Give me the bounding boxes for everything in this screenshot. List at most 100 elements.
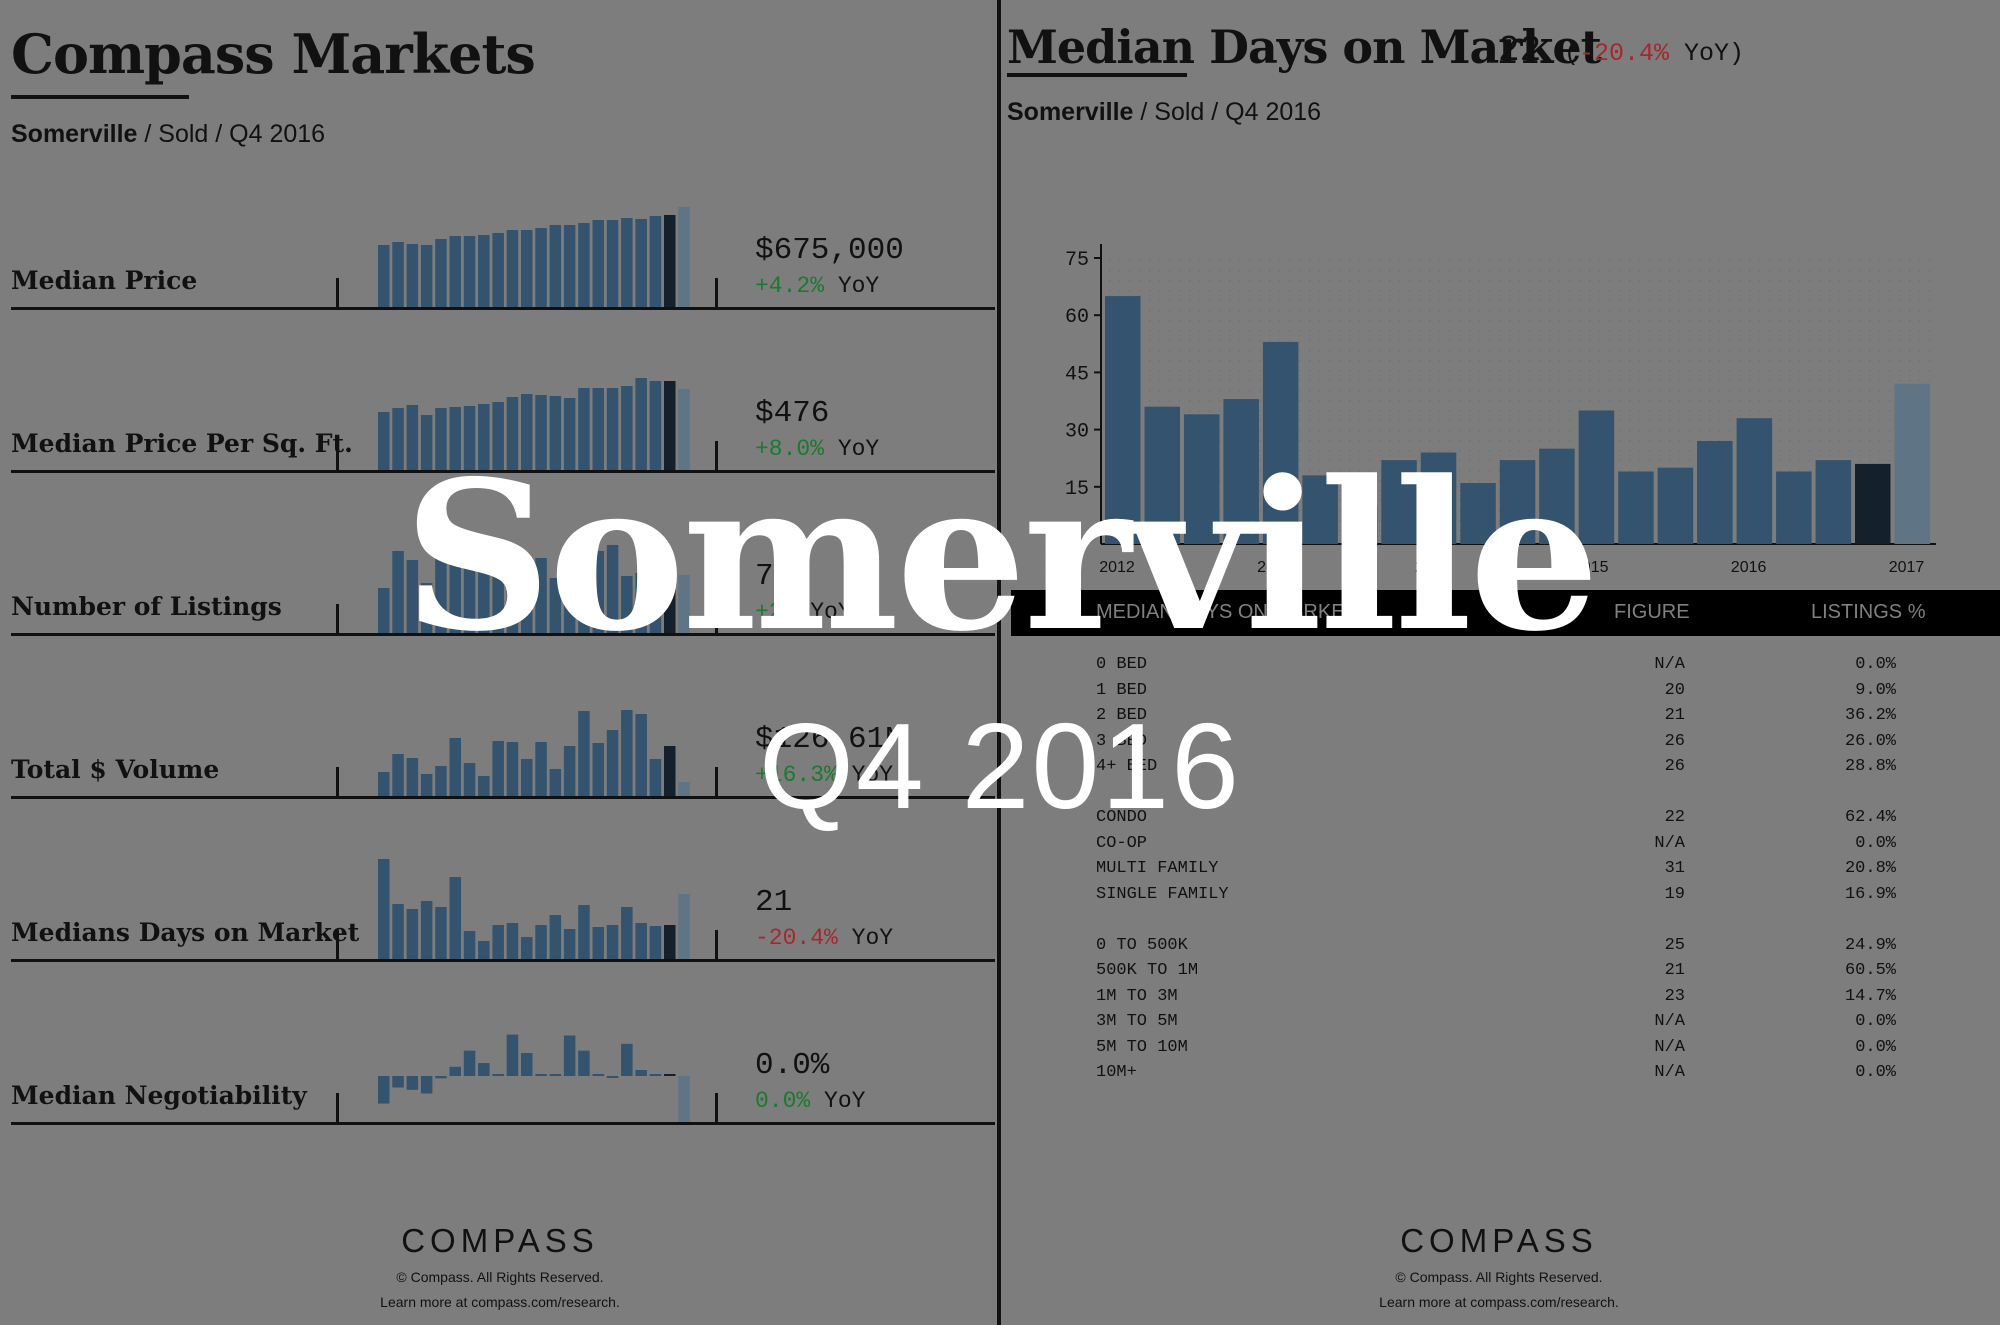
header-listings: LISTINGS % [1811, 601, 1926, 623]
header-figure: FIGURE [1614, 601, 1690, 623]
sparkline-bar [420, 245, 433, 307]
table-row: SINGLE FAMILY 19 16.9% [1096, 885, 1896, 910]
metric-sparkline [378, 207, 690, 307]
sparkline-bar [549, 1074, 562, 1076]
cell-name: 10M+ [1096, 1063, 1137, 1082]
cell-name: 500K TO 1M [1096, 961, 1199, 980]
right-panel: Median Days on Market 22 (-20.4% YoY) So… [1001, 0, 2000, 1325]
chart-bar [1697, 441, 1733, 544]
sparkline-bar [478, 547, 490, 633]
sparkline-bar [563, 398, 576, 470]
sparkline-bar [649, 926, 662, 959]
metric-yoy-pct: +4.2% [755, 273, 825, 299]
cell-pct: 0.0% [1855, 833, 1896, 853]
cell-pct: 0.0% [1855, 1012, 1896, 1031]
chart-bar [1341, 505, 1378, 544]
metric-label: Median Price Per Sq. Ft. [11, 429, 353, 458]
chart-title: Median Days on Market [1007, 20, 1602, 74]
sparkline-bar [435, 408, 447, 470]
sparkline-bar [449, 407, 461, 470]
sparkline-bar [406, 758, 419, 796]
sparkline-bar [449, 543, 461, 633]
sparkline-bar [535, 228, 547, 307]
sparkline-bar [521, 759, 533, 796]
sparkline-bar [549, 578, 562, 633]
metric-yoy-suffix: YoY [824, 1088, 866, 1114]
metric-sparkline [378, 859, 690, 959]
cell-pct: 28.8% [1844, 757, 1896, 776]
sparkline-bar [592, 388, 604, 470]
sparkline-bar [506, 397, 519, 470]
metric-yoy: 0.0% YoY [755, 1088, 865, 1114]
compass-logo: COMPASS [1400, 1222, 1598, 1259]
metric-baseline [11, 959, 995, 962]
cell-figure: 31 [1664, 859, 1685, 878]
x-tick-label: 2013 [1257, 559, 1293, 576]
sparkline-bar [406, 244, 419, 307]
sparkline-bar [592, 551, 604, 633]
metric-row: Medians Days on Market 21 -20.4% YoY [0, 810, 995, 962]
chart-bar [1420, 452, 1457, 544]
sparkline-bar [578, 223, 590, 307]
sparkline-bar [521, 563, 533, 633]
cell-pct: 0.0% [1855, 1063, 1896, 1082]
title-underline [11, 95, 189, 99]
sparkline-bar [463, 567, 476, 633]
sparkline-bar [478, 235, 490, 307]
metric-baseline [11, 633, 995, 636]
cell-name: 4+ BED [1096, 757, 1158, 776]
cell-name: 3M TO 5M [1096, 1012, 1178, 1031]
sparkline-bar [592, 743, 604, 796]
cell-name: 2 BED [1096, 706, 1148, 725]
sparkline-bar [606, 220, 619, 307]
cell-pct: 26.0% [1844, 731, 1896, 751]
breadcrumb: Somerville / Sold / Q4 2016 [11, 120, 325, 149]
metric-tick [336, 278, 339, 310]
cell-pct: 62.4% [1844, 808, 1896, 827]
cell-figure: 26 [1664, 757, 1685, 776]
metric-tick [336, 1093, 339, 1125]
chart-title-value: 22 [1498, 30, 1542, 71]
sparkline-bar [621, 576, 633, 633]
table-row: 3M TO 5M N/A 0.0% [1096, 1012, 1896, 1037]
footer-copyright: © Compass. All Rights Reserved. [1395, 1269, 1603, 1285]
cell-pct: 60.5% [1844, 961, 1896, 980]
sparkline-bar [378, 245, 390, 307]
chart-bar [1736, 418, 1773, 544]
cell-name: 3 BED [1096, 731, 1148, 751]
sparkline-bar [649, 1074, 662, 1076]
sparkline-bar [678, 207, 690, 307]
cell-figure: 22 [1664, 808, 1685, 827]
sparkline-bar [492, 553, 504, 633]
sparkline-bar [621, 710, 633, 796]
sparkline-bar [678, 389, 690, 470]
table-row: 0 TO 500K 25 24.9% [1096, 936, 1896, 961]
metric-value: $675,000 [755, 233, 904, 268]
metric-baseline [11, 470, 995, 473]
footer-research-link: Learn more at compass.com/research. [380, 1294, 620, 1310]
table-row: 10M+ N/A 0.0% [1096, 1063, 1896, 1088]
sparkline-bar [420, 901, 433, 959]
metric-yoy-pct: +2. [755, 599, 797, 625]
sparkline-bar [378, 772, 390, 796]
sparkline-bar [378, 859, 390, 959]
sparkline-bar [535, 395, 547, 470]
table-row: 1M TO 3M 23 14.7% [1096, 987, 1896, 1012]
metric-tick [336, 604, 339, 636]
table-row: MULTI FAMILY 31 20.8% [1096, 859, 1896, 884]
y-tick-label: 15 [1065, 478, 1089, 501]
sparkline-bar [392, 408, 404, 470]
cell-figure: 23 [1664, 986, 1685, 1006]
header-category: MEDIAN DAYS ON MARKET [1096, 601, 1357, 623]
sparkline-bar [549, 396, 562, 470]
cell-pct: 14.7% [1844, 986, 1896, 1006]
sparkline-bar [549, 225, 562, 307]
yoy-open: ( [1564, 39, 1580, 68]
cell-pct: 16.9% [1844, 884, 1896, 904]
metric-sparkline [378, 710, 690, 796]
sparkline-bar [478, 941, 490, 959]
breadcrumb-location: Somerville [11, 120, 138, 148]
sparkline-bar [635, 573, 647, 633]
sparkline-bar [664, 381, 676, 470]
metric-yoy-suffix: YoY [837, 273, 880, 299]
